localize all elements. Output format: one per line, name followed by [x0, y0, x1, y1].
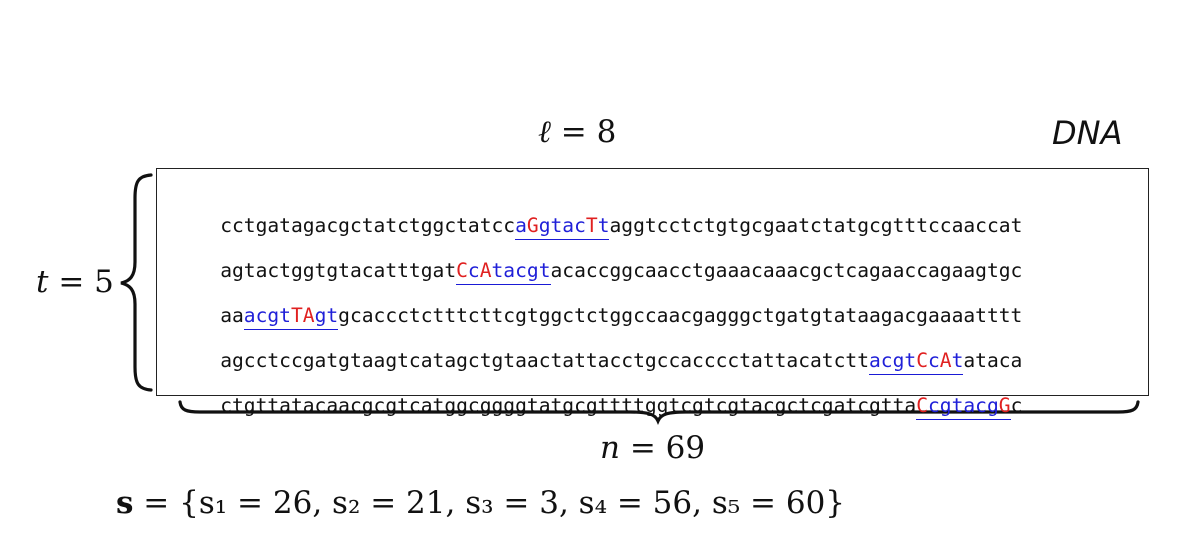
t-symbol: t	[36, 264, 49, 300]
sequence-prefix: cctgatagacgctatctggctatcc	[220, 214, 516, 237]
motif-mutation-char: C	[916, 394, 928, 417]
sequence-row-3: aaacgtTAgtgcaccctctttcttcgtggctctggccaac…	[173, 271, 1022, 330]
dna-label: DNA	[1052, 114, 1123, 152]
motif-char: gt	[314, 304, 339, 327]
sequence-count-label: t = 5	[36, 264, 114, 300]
motif-char: tacgt	[491, 259, 551, 282]
sequence-row-4: agcctccgatgtaagtcatagctgtaactattacctgcca…	[173, 316, 1022, 375]
dna-sequence-box: cctgatagacgctatctggctatccaGgtacTtaggtcct…	[156, 168, 1149, 420]
motif-occurrence: CcAtacgt	[456, 259, 551, 285]
motif-mutation-char: T	[585, 214, 598, 237]
motif-occurrence: acgtTAgt	[243, 304, 339, 330]
motif-length-label: ℓ = 8	[538, 114, 616, 150]
sequence-prefix: agtactggtgtacatttgat	[220, 259, 457, 282]
motif-char: acgt	[869, 349, 917, 372]
sequence-suffix: aggtcctctgtgcgaatctatgcgtttccaaccat	[609, 214, 1023, 237]
motif-char: gtac	[538, 214, 586, 237]
sequence-suffix: acaccggcaacctgaaacaaacgctcagaaccagaagtgc	[550, 259, 1023, 282]
n-value: = 69	[619, 430, 706, 466]
n-symbol: n	[600, 430, 620, 466]
sequence-prefix: ctgttatacaacgcgtcatggcggggtatgcgttttggtc…	[220, 394, 917, 417]
motif-mutation-char: G	[526, 214, 539, 237]
motif-char: t	[951, 349, 964, 372]
sequence-suffix: ataca	[963, 349, 1023, 372]
motif-char: c	[467, 259, 480, 282]
s-vector-symbol: s	[116, 485, 134, 521]
motif-occurrence: aGgtacTt	[515, 214, 610, 240]
motif-char: a	[515, 214, 527, 237]
motif-mutation-char: A	[479, 259, 492, 282]
sequence-row-5: ctgttatacaacgcgtcatggcggggtatgcgttttggtc…	[173, 361, 1022, 420]
sequence-suffix: c	[1010, 394, 1023, 417]
t-value: = 5	[48, 264, 114, 300]
motif-mutation-char: TA	[290, 304, 315, 327]
ell-value: = 8	[550, 114, 617, 150]
sequence-suffix: gcaccctctttcttcgtggctctggccaacgagggctgat…	[338, 304, 1023, 327]
motif-mutation-char: A	[939, 349, 952, 372]
start-positions-formula: s = {s₁ = 26, s₂ = 21, s₃ = 3, s₄ = 56, …	[116, 485, 845, 521]
motif-occurrence: acgtCcAt	[869, 349, 964, 375]
motif-mutation-char: G	[998, 394, 1011, 417]
motif-char: t	[597, 214, 610, 237]
left-brace	[120, 173, 153, 392]
start-positions-text: = {s₁ = 26, s₂ = 21, s₃ = 3, s₄ = 56, s₅…	[133, 485, 846, 521]
motif-char: cgtacg	[927, 394, 999, 417]
motif-char: acgt	[243, 304, 291, 327]
sequence-length-label: n = 69	[600, 430, 705, 466]
motif-char: c	[927, 349, 940, 372]
motif-mutation-char: C	[916, 349, 928, 372]
bottom-brace	[178, 400, 1140, 426]
sequence-prefix: agcctccgatgtaagtcatagctgtaactattacctgcca…	[220, 349, 869, 372]
sequence-prefix: aa	[220, 304, 244, 327]
motif-occurrence: CcgtacgG	[916, 394, 1011, 420]
sequence-row-1: cctgatagacgctatctggctatccaGgtacTtaggtcct…	[173, 181, 1022, 240]
ell-symbol: ℓ	[538, 114, 551, 150]
sequence-row-2: agtactggtgtacatttgatCcAtacgtacaccggcaacc…	[173, 226, 1022, 285]
motif-mutation-char: C	[456, 259, 468, 282]
